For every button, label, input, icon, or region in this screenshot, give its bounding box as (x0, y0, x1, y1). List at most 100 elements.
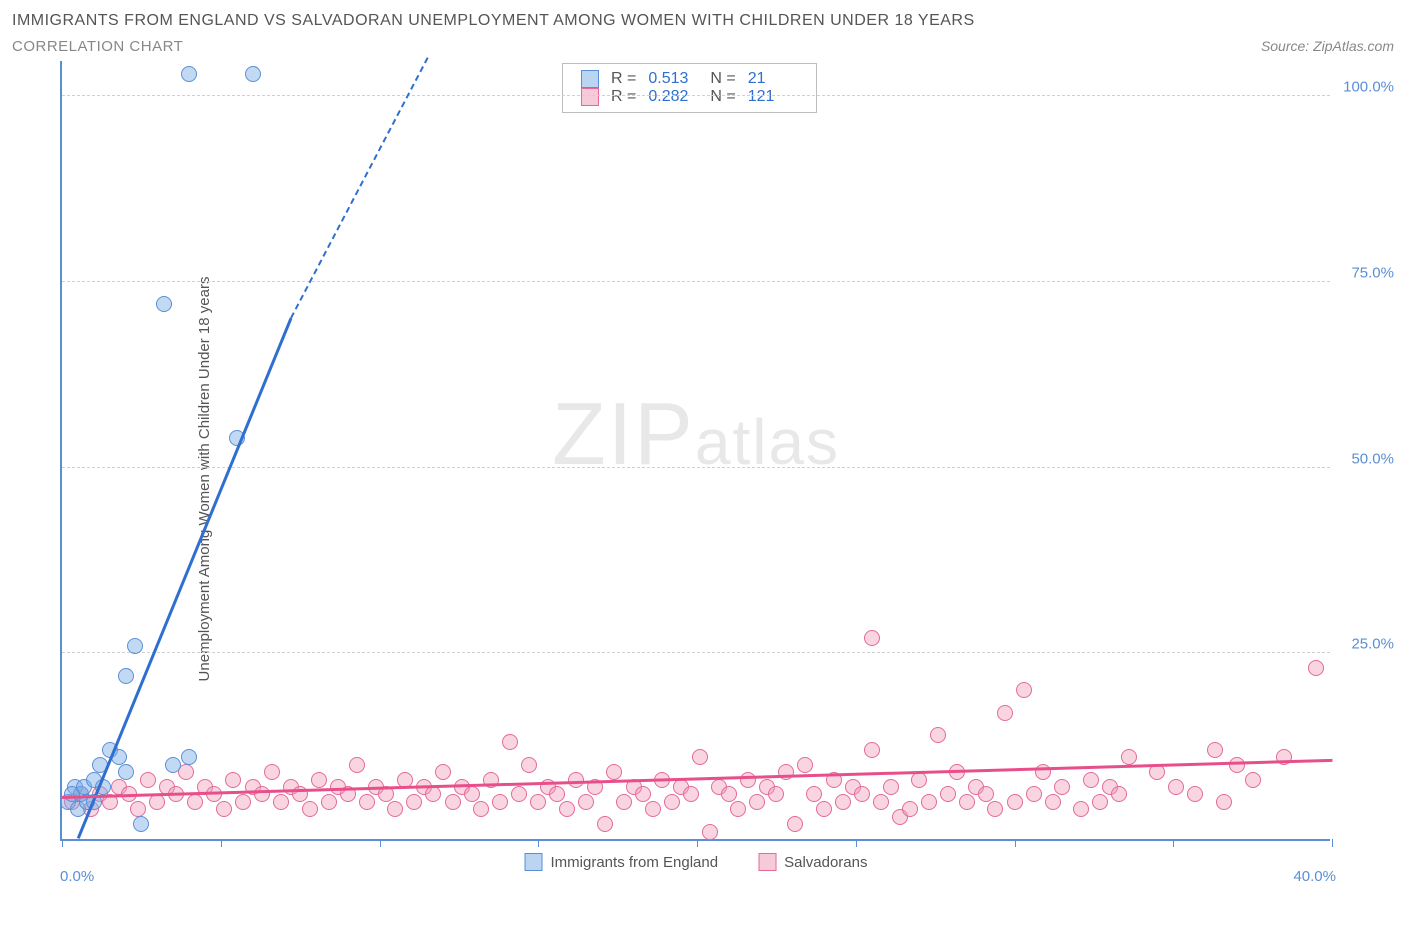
x-tick (62, 839, 63, 847)
data-point-pink (321, 794, 337, 810)
data-point-pink (930, 727, 946, 743)
data-point-pink (1016, 682, 1032, 698)
trendline-blue-dashed (290, 58, 428, 319)
data-point-pink (635, 786, 651, 802)
data-point-pink (1216, 794, 1232, 810)
subtitle-row: CORRELATION CHART Source: ZipAtlas.com (12, 38, 1394, 55)
data-point-pink (730, 801, 746, 817)
watermark-atlas: atlas (695, 406, 840, 478)
data-point-pink (492, 794, 508, 810)
swatch-pink (758, 853, 776, 871)
n-value-blue: 21 (748, 70, 798, 88)
gridline (62, 467, 1330, 468)
data-point-pink (864, 630, 880, 646)
data-point-blue (165, 757, 181, 773)
data-point-pink (768, 786, 784, 802)
watermark: ZIPatlas (552, 383, 840, 485)
x-tick-label: 0.0% (60, 868, 94, 885)
data-point-pink (597, 816, 613, 832)
data-point-pink (1073, 801, 1089, 817)
data-point-pink (740, 772, 756, 788)
data-point-pink (206, 786, 222, 802)
data-point-blue (181, 66, 197, 82)
data-point-pink (606, 764, 622, 780)
x-tick (1015, 839, 1016, 847)
n-label: N = (710, 88, 735, 106)
x-tick (380, 839, 381, 847)
data-point-pink (435, 764, 451, 780)
data-point-pink (473, 801, 489, 817)
swatch-pink (581, 88, 599, 106)
data-point-pink (873, 794, 889, 810)
data-point-pink (502, 734, 518, 750)
data-point-pink (1054, 779, 1070, 795)
data-point-pink (978, 786, 994, 802)
data-point-pink (959, 794, 975, 810)
data-point-pink (940, 786, 956, 802)
data-point-pink (1229, 757, 1245, 773)
data-point-pink (702, 824, 718, 840)
data-point-pink (349, 757, 365, 773)
data-point-pink (987, 801, 1003, 817)
data-point-blue (156, 296, 172, 312)
data-point-pink (530, 794, 546, 810)
data-point-pink (235, 794, 251, 810)
data-point-pink (749, 794, 765, 810)
data-point-pink (1007, 794, 1023, 810)
y-tick-label: 25.0% (1351, 636, 1394, 653)
chart-title: IMMIGRANTS FROM ENGLAND VS SALVADORAN UN… (12, 12, 1394, 30)
data-point-pink (225, 772, 241, 788)
x-tick (1332, 839, 1333, 847)
x-tick-label: 40.0% (1293, 868, 1336, 885)
data-point-pink (797, 757, 813, 773)
data-point-pink (445, 794, 461, 810)
data-point-pink (835, 794, 851, 810)
x-tick (856, 839, 857, 847)
data-point-pink (216, 801, 232, 817)
x-tick (1173, 839, 1174, 847)
data-point-pink (806, 786, 822, 802)
data-point-pink (902, 801, 918, 817)
data-point-pink (359, 794, 375, 810)
data-point-blue (245, 66, 261, 82)
legend-item-blue: Immigrants from England (525, 853, 719, 871)
legend-row-blue: R = 0.513 N = 21 (581, 70, 798, 88)
data-point-pink (721, 786, 737, 802)
x-tick (221, 839, 222, 847)
data-point-pink (683, 786, 699, 802)
data-point-pink (664, 794, 680, 810)
data-point-pink (921, 794, 937, 810)
data-point-pink (273, 794, 289, 810)
plot-area: ZIPatlas R = 0.513 N = 21 R = 0.282 N = … (60, 61, 1330, 841)
data-point-pink (130, 801, 146, 817)
gridline (62, 95, 1330, 96)
data-point-blue (118, 668, 134, 684)
data-point-pink (311, 772, 327, 788)
data-point-pink (911, 772, 927, 788)
data-point-pink (816, 801, 832, 817)
data-point-pink (778, 764, 794, 780)
legend-item-pink: Salvadorans (758, 853, 867, 871)
n-label: N = (710, 70, 735, 88)
legend-label-blue: Immigrants from England (551, 854, 719, 871)
data-point-pink (645, 801, 661, 817)
data-point-pink (883, 779, 899, 795)
data-point-pink (549, 786, 565, 802)
data-point-pink (149, 794, 165, 810)
gridline (62, 652, 1330, 653)
data-point-pink (1245, 772, 1261, 788)
y-tick-label: 75.0% (1351, 264, 1394, 281)
data-point-pink (387, 801, 403, 817)
r-value-pink: 0.282 (648, 88, 698, 106)
r-label: R = (611, 88, 636, 106)
swatch-blue (581, 70, 599, 88)
data-point-pink (568, 772, 584, 788)
data-point-pink (302, 801, 318, 817)
data-point-pink (864, 742, 880, 758)
r-label: R = (611, 70, 636, 88)
data-point-pink (559, 801, 575, 817)
data-point-pink (1045, 794, 1061, 810)
data-point-pink (140, 772, 156, 788)
correlation-legend: R = 0.513 N = 21 R = 0.282 N = 121 (562, 63, 817, 113)
legend-label-pink: Salvadorans (784, 854, 867, 871)
